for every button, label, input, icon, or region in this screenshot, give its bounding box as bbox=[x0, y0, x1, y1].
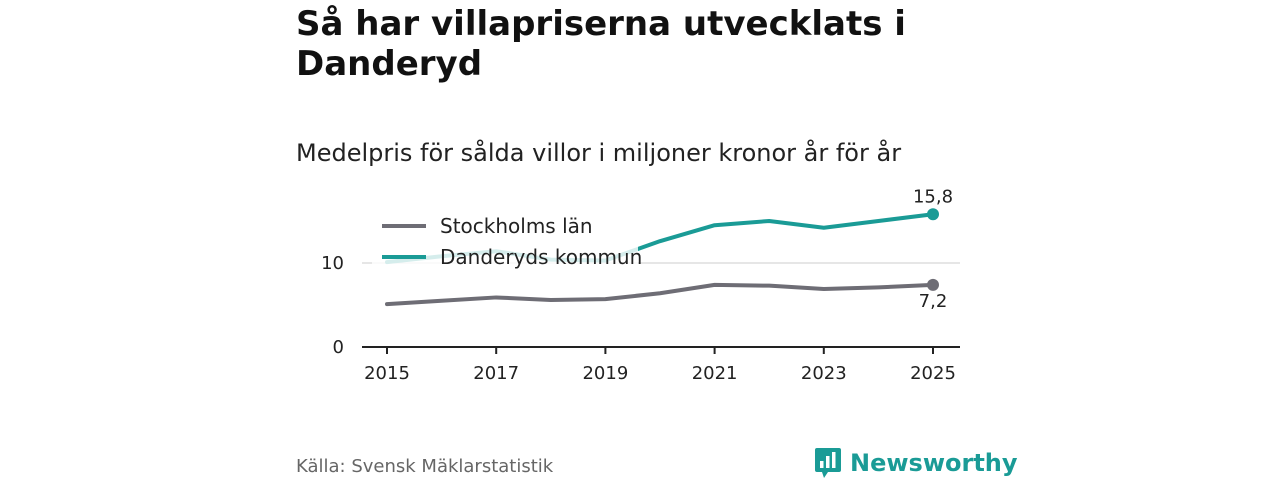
x-tick-label: 2021 bbox=[692, 363, 738, 384]
x-tick-label: 2017 bbox=[473, 363, 519, 384]
x-tick-label: 2023 bbox=[801, 363, 847, 384]
line-chart: 0 10 2015 2017 2019 2021 2023 2025 7,2 15,8 Stockh… bbox=[321, 186, 960, 384]
brand-logo: Newsworthy bbox=[814, 446, 1018, 480]
end-label-stockholm: 7,2 bbox=[919, 291, 948, 312]
newsworthy-logo-icon bbox=[815, 448, 841, 478]
y-tick-label: 0 bbox=[333, 337, 344, 358]
x-tick-label: 2025 bbox=[910, 363, 956, 384]
end-marker-danderyd bbox=[927, 208, 939, 221]
series-line-stockholm bbox=[385, 282, 935, 307]
legend-background bbox=[372, 206, 638, 270]
legend-label-danderyd: Danderyds kommun bbox=[440, 245, 642, 269]
y-tick-label: 10 bbox=[321, 253, 344, 274]
x-tick-label: 2015 bbox=[364, 363, 410, 384]
brand-name: Newsworthy bbox=[850, 449, 1018, 477]
source-note: Källa: Svensk Mäklarstatistik bbox=[296, 456, 554, 477]
end-marker-stockholm bbox=[927, 278, 939, 291]
legend-label-stockholm: Stockholms län bbox=[440, 214, 593, 238]
chart-title: Så har villapriserna utvecklats i Dander… bbox=[296, 4, 906, 84]
x-tick-label: 2019 bbox=[582, 363, 628, 384]
chart-subtitle: Medelpris för sålda villor i miljoner kr… bbox=[296, 139, 902, 167]
end-label-danderyd: 15,8 bbox=[913, 186, 953, 207]
